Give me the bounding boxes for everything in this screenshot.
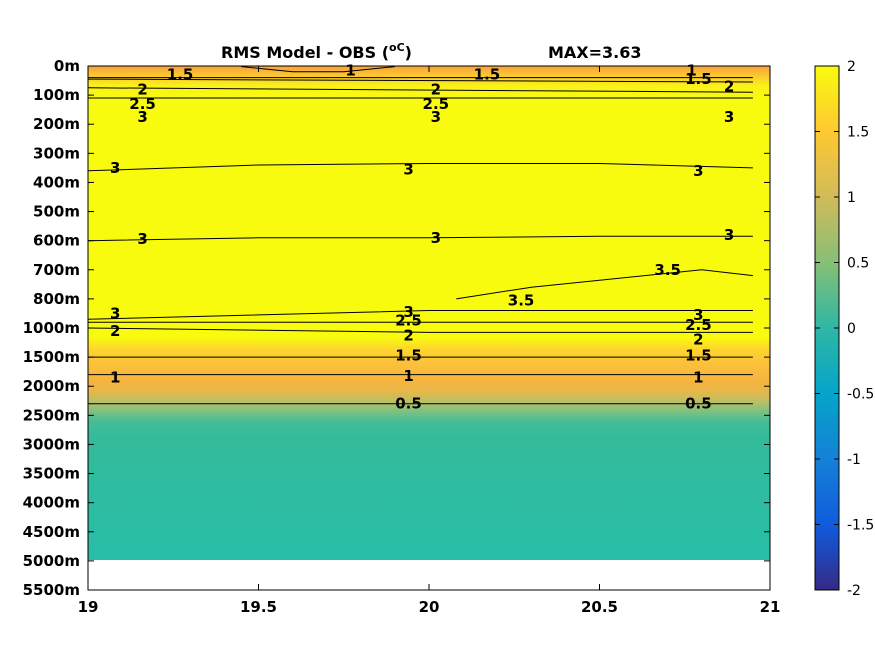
contour-label: 2.5 (129, 95, 156, 113)
contour-label: 3 (403, 160, 413, 178)
y-tick-label: 400m (33, 173, 80, 191)
contour-label: 3 (431, 108, 441, 126)
colorbar-tick-label: -0.5 (847, 387, 874, 403)
contour-label: 1 (686, 61, 696, 79)
contour-label: 3 (110, 159, 120, 177)
contour-label: 3 (724, 108, 734, 126)
colorbar-tick-label: 0.5 (847, 256, 869, 272)
y-tick-label: 600m (33, 232, 80, 250)
colorbar-tick-label: -1.5 (847, 518, 874, 534)
contour-label: 1 (403, 367, 413, 385)
contour-line (241, 66, 395, 73)
y-tick-label: 2500m (23, 406, 80, 424)
max-label: MAX=3.63 (548, 43, 642, 62)
contour-label: 1 (110, 368, 120, 386)
colorbar-tick-label: 1 (847, 190, 856, 206)
contour-label: 2 (137, 80, 147, 98)
x-axis: 19 19.5 20 20.5 21 (78, 66, 781, 616)
chart-title: RMS Model - OBS (oC) MAX=3.63 (221, 41, 642, 62)
y-tick-label: 200m (33, 115, 80, 133)
y-tick-label: 500m (33, 203, 80, 221)
colorbar-tick-label: -2 (847, 583, 861, 599)
y-tick-label: 800m (33, 290, 80, 308)
contour-label: 3.5 (654, 261, 681, 279)
y-tick-label: 5000m (23, 552, 80, 570)
contour-label: 3 (724, 226, 734, 244)
x-tick-label: 20.5 (581, 598, 618, 616)
x-tick-label: 19 (78, 598, 99, 616)
y-tick-label: 1000m (23, 319, 80, 337)
contour-label: 2 (431, 80, 441, 98)
contour-label: 2 (110, 322, 120, 340)
colorbar-tick-label: 1.5 (847, 125, 869, 141)
y-tick-label: 300m (33, 144, 80, 162)
contour-label: 2.5 (685, 316, 712, 334)
contour-line (456, 269, 753, 300)
contour-label: 2 (693, 331, 703, 349)
contour-layer: 3.53.53 3 33 3 33 3 33 3 32.5 2.52.5 2.52 2 22 2 21.5 1… (87, 61, 753, 413)
x-tick-label: 21 (760, 598, 781, 616)
contour-line (87, 78, 753, 83)
contour-label: 1.5 (474, 66, 501, 84)
contour-label: 1 (693, 368, 703, 386)
contour-label: 1.5 (167, 66, 194, 84)
contour-label: 2.5 (395, 312, 422, 330)
y-tick-label: 4000m (23, 494, 80, 512)
y-tick-label: 700m (33, 261, 80, 279)
contour-label: 2.5 (423, 95, 450, 113)
contour-label: 3 (693, 162, 703, 180)
contour-label: 1.5 (685, 347, 712, 365)
plot-area: 3.53.53 3 33 3 33 3 33 3 32.5 2.52.5 2.52 2 22 2 21.5 1… (23, 57, 781, 616)
contour-label: 2 (724, 77, 734, 95)
y-tick-label: 3500m (23, 465, 80, 483)
y-tick-label: 100m (33, 86, 80, 104)
contour-line (87, 310, 753, 320)
y-tick-label: 1500m (23, 348, 80, 366)
x-tick-label: 20 (419, 598, 440, 616)
contour-label: 1.5 (395, 347, 422, 365)
colorbar: 2 1.5 1 0.5 0 -0.5 -1 -1.5 -2 (814, 59, 874, 599)
contour-label: 3 (403, 303, 413, 321)
contour-line (87, 235, 753, 242)
contour-line (87, 327, 753, 333)
contour-label: 3 (431, 229, 441, 247)
colorbar-ticks: 2 1.5 1 0.5 0 -0.5 -1 -1.5 -2 (815, 59, 874, 599)
y-tick-label: 2000m (23, 377, 80, 395)
contour-label: 3 (110, 304, 120, 322)
y-tick-label: 3000m (23, 435, 80, 453)
contour-label: 2 (403, 326, 413, 344)
contour-label: 0.5 (395, 395, 422, 413)
contour-label: 3.5 (508, 291, 535, 309)
chart-title-text: RMS Model - OBS (oC) (221, 41, 412, 62)
contour-label: 3 (693, 306, 703, 324)
contour-label: 0.5 (685, 395, 712, 413)
contour-label: 1 (345, 61, 355, 79)
y-tick-label: 4500m (23, 523, 80, 541)
contour-label: 3 (137, 230, 147, 248)
y-axis: 0m 100m 200m 300m 400m 500m 600m 700m 800m 1000m 1… (23, 57, 770, 599)
colorbar-tick-label: 0 (847, 321, 856, 337)
contour-line (87, 87, 753, 93)
contour-label: 3 (137, 108, 147, 126)
contour-line (87, 163, 753, 172)
heatmap-field (88, 66, 770, 560)
colorbar-tick-label: -1 (847, 452, 861, 468)
contour-label: 1.5 (685, 70, 712, 88)
colorbar-tick-label: 2 (847, 59, 856, 75)
y-tick-label: 0m (54, 57, 80, 75)
x-tick-label: 19.5 (240, 598, 277, 616)
y-tick-label: 5500m (23, 581, 80, 599)
